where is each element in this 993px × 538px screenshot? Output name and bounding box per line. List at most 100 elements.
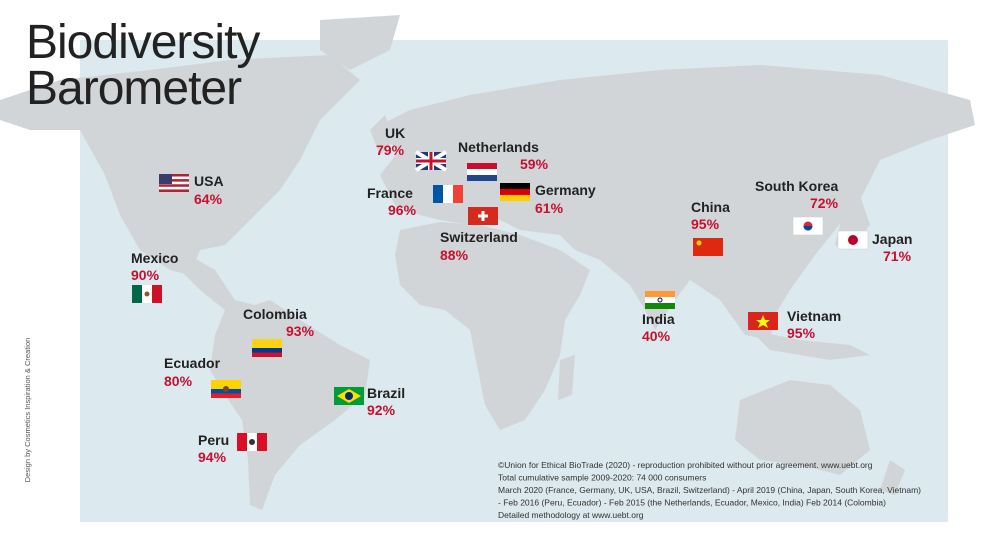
flag: [792, 216, 824, 236]
country-score: 93%: [286, 323, 315, 339]
country-score: 94%: [198, 449, 227, 465]
flag-stripe: [252, 352, 282, 357]
title-line: Biodiversity: [26, 16, 260, 69]
flag-star: [756, 315, 770, 328]
country-name: Netherlands: [458, 139, 539, 155]
country-name: Brazil: [367, 385, 405, 401]
country-score: 61%: [535, 200, 564, 216]
country-name: Germany: [535, 182, 596, 198]
footnote-line: Total cumulative sample 2009-2020: 74 00…: [498, 473, 706, 483]
flag-emblem: [803, 226, 813, 231]
footnote-line: Detailed methodology at www.uebt.org: [498, 510, 644, 520]
country-score: 95%: [691, 216, 720, 232]
flag-stripe: [152, 285, 162, 303]
flag-stripe: [211, 380, 241, 389]
flag-stripe: [159, 186, 189, 190]
flag: [414, 150, 448, 172]
flag: [211, 380, 241, 398]
country: Ecuador 80%: [164, 355, 241, 398]
flag-canton: [159, 174, 172, 184]
flag-wheel: [657, 297, 663, 303]
country-score: 96%: [388, 202, 417, 218]
flag-stripe: [252, 348, 282, 353]
country-name: Colombia: [243, 306, 307, 322]
country-name: Switzerland: [440, 229, 518, 245]
flag-globe: [345, 392, 353, 400]
footnote-line: March 2020 (France, Germany, UK, USA, Br…: [498, 485, 921, 495]
country-score: 59%: [520, 156, 549, 172]
country-score: 71%: [883, 248, 912, 264]
country: Germany 61%: [500, 182, 596, 216]
flag-stripe: [252, 339, 282, 348]
title-line: Barometer: [26, 62, 242, 115]
flag-stripe: [443, 185, 453, 203]
country-name: South Korea: [755, 178, 838, 194]
flag-stripe: [433, 185, 443, 203]
flag-stripe: [500, 189, 530, 195]
flag-stripe: [467, 169, 497, 175]
flag-emblem: [144, 291, 150, 297]
flag-stripe: [237, 433, 247, 451]
flag-stripe: [159, 176, 189, 180]
country-name: Vietnam: [787, 308, 841, 324]
flag-stripe: [467, 175, 497, 181]
flag-stripe: [645, 291, 675, 297]
flag-stripe: [467, 163, 497, 169]
flag-stripe: [159, 181, 189, 185]
country: USA 64%: [159, 173, 224, 207]
flag: [837, 230, 869, 250]
flag-disc: [848, 235, 858, 245]
flag: [252, 339, 282, 357]
flag-cross: [416, 152, 446, 170]
flag-cross: [478, 211, 488, 221]
country-score: 79%: [376, 142, 405, 158]
flag: [468, 207, 498, 225]
flag-stripe: [645, 297, 675, 303]
flag-stripe: [132, 285, 142, 303]
flag-stripe: [257, 433, 267, 451]
flag: [645, 291, 675, 309]
country-name: Japan: [872, 231, 912, 247]
flag-star: [696, 240, 702, 246]
flag-stripe: [159, 189, 189, 192]
flag: [467, 163, 497, 181]
country: Switzerland 88%: [440, 207, 518, 263]
flag: [748, 312, 778, 330]
flag: [334, 387, 364, 405]
footnote: ©Union for Ethical BioTrade (2020) - rep…: [498, 460, 921, 520]
country-score: 92%: [367, 402, 396, 418]
country-name: India: [642, 311, 675, 327]
flag: [433, 185, 463, 203]
flag: [693, 238, 723, 256]
flag-emblem: [223, 386, 229, 392]
country-name: France: [367, 185, 413, 201]
flag: [132, 285, 162, 303]
flag-stripe: [500, 195, 530, 201]
footnote-line: ©Union for Ethical BioTrade (2020) - rep…: [498, 460, 873, 470]
country-name: China: [691, 199, 730, 215]
flag-stripe: [159, 184, 189, 187]
country-name: UK: [385, 125, 405, 141]
world-map: [0, 15, 975, 510]
country-name: USA: [194, 173, 224, 189]
country-score: 90%: [131, 267, 160, 283]
flag-stripe: [645, 303, 675, 309]
country-score: 72%: [810, 195, 839, 211]
footnote-line: - Feb 2016 (Peru, Ecuador) - Feb 2015 (t…: [498, 498, 886, 508]
flag-field: [693, 238, 723, 256]
flag: [159, 174, 189, 192]
flag-stripe: [453, 185, 463, 203]
country-name: Ecuador: [164, 355, 221, 371]
